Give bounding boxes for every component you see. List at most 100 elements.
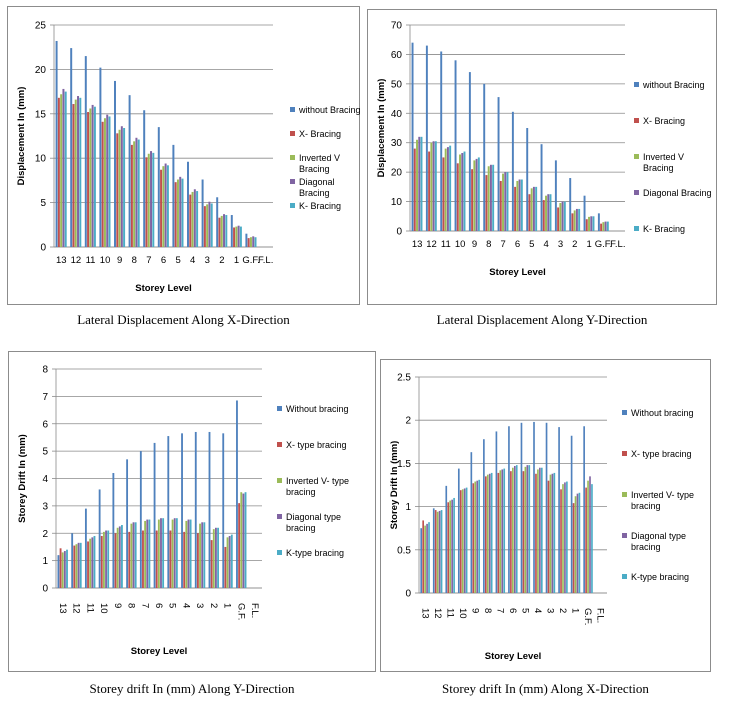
bar-diagonal-bracing-9 (475, 158, 478, 231)
bar-inverted-v-type-bracing-7 (144, 520, 147, 588)
x-tick-label: F.L. (249, 603, 260, 618)
bar-k-type-bracing-7 (148, 519, 151, 588)
x-tick-label: 12 (426, 239, 437, 250)
bar-k-bracing-8 (137, 139, 140, 247)
x-tick-label: 5 (167, 603, 178, 608)
bar-without-bracing-13 (57, 555, 60, 588)
legend-swatch (290, 179, 295, 184)
bar-without-bracing-9 (112, 473, 115, 588)
bar-inverted-v-bracing-2 (220, 215, 223, 247)
bar-x-type-bracing-11 (447, 502, 450, 593)
bar-x-bracing-11 (442, 157, 445, 231)
x-tick-label: 10 (100, 255, 111, 266)
bar-without-bracing-7 (139, 451, 142, 588)
legend-label: X- type bracing (631, 449, 692, 459)
legend-item-x-bracing: X- Bracing (634, 116, 716, 127)
bar-inverted-v-bracing-1 (235, 226, 238, 247)
legend-label: Without bracing (286, 404, 349, 414)
bar-without-bracing-6 (153, 442, 156, 588)
y-axis-title: Displacement In (mm) (16, 87, 27, 186)
x-tick-label: 11 (84, 603, 95, 613)
bar-inverted-v-type-bracing-1 (226, 537, 229, 588)
legend-item-inverted-v-bracing: Inverted V Bracing (634, 152, 716, 174)
legend-label: K-type bracing (286, 548, 345, 558)
y-tick-label: 15 (35, 109, 47, 120)
legend-item-without-bracing: Without bracing (277, 404, 357, 415)
bar-diagonal-type-bracing-12 (438, 510, 441, 593)
x-tick-label: 13 (56, 255, 67, 266)
legend-swatch (634, 190, 639, 195)
bar-k-bracing-g-f (254, 237, 257, 247)
x-tick-label: 9 (112, 603, 123, 608)
bar-inverted-v-type-bracing-1 (574, 496, 577, 593)
bar-inverted-v-bracing-12 (430, 142, 433, 231)
bar-x-bracing-1 (233, 227, 236, 247)
x-tick-label: 13 (412, 239, 423, 250)
bar-diagonal-bracing-13 (418, 136, 421, 231)
bar-k-type-bracing-11 (453, 497, 455, 593)
legend-item-inverted-v-bracing: Inverted V Bracing (290, 153, 362, 175)
legend-item-inverted-v-type-bracing: Inverted V- type bracing (622, 490, 698, 512)
x-tick-label: 6 (161, 255, 166, 266)
bar-without-bracing-5 (172, 144, 175, 247)
bar-k-bracing-3 (563, 201, 566, 231)
bar-diagonal-bracing-5 (179, 176, 182, 247)
bar-without-bracing-1 (230, 215, 233, 247)
bar-k-type-bracing-11 (93, 535, 96, 588)
bar-without-bracing-13 (55, 40, 58, 247)
bar-inverted-v-bracing-g-f (602, 222, 605, 231)
bar-without-bracing-12 (70, 48, 73, 248)
x-tick-label: 5 (520, 608, 531, 613)
bar-k-type-bracing-6 (515, 465, 518, 593)
bar-k-bracing-11 (93, 106, 96, 247)
bar-k-type-bracing-3 (553, 472, 556, 593)
bar-diagonal-type-bracing-g-f (242, 493, 245, 588)
bar-k-bracing-13 (64, 91, 67, 247)
bar-diagonal-type-bracing-2 (564, 482, 566, 593)
bar-k-bracing-8 (492, 164, 495, 231)
bar-k-type-bracing-9 (478, 479, 480, 593)
bar-diagonal-type-bracing-4 (539, 467, 541, 593)
chart-panel-y-drift: 0 1 2 3 4 5 6 7 8 13 12 11 10 9 8 7 6 5 4 3 2 1 G.F. F.L. Storey… (8, 351, 376, 672)
bar-x-bracing-7 (145, 157, 148, 247)
legend-item-diagonal-type-bracing: Diagonal type bracing (622, 531, 698, 553)
y-tick-label: 1 (405, 502, 411, 513)
bar-x-type-bracing-1 (224, 546, 227, 588)
y-tick-label: 0 (396, 227, 402, 238)
bar-x-type-bracing-10 (100, 535, 103, 588)
legend-label: without Bracing (299, 105, 361, 115)
legend-swatch (622, 574, 627, 579)
bar-k-type-bracing-13 (428, 522, 430, 593)
bar-x-type-bracing-2 (560, 489, 562, 593)
legend-item-x-bracing: X- Bracing (290, 129, 362, 140)
x-tick-label: 12 (432, 608, 443, 619)
bar-inverted-v-bracing-10 (459, 154, 461, 231)
bar-without-bracing-8 (126, 459, 129, 588)
bar-k-bracing-5 (181, 178, 184, 247)
bar-inverted-v-type-bracing-9 (116, 527, 119, 588)
bar-k-type-bracing-8 (134, 522, 137, 588)
bar-inverted-v-bracing-4 (545, 195, 547, 231)
x-tick-label: 11 (86, 255, 96, 266)
bar-k-bracing-4 (196, 191, 199, 247)
x-axis-title: Storey Level (135, 283, 192, 294)
bar-k-bracing-g-f (606, 221, 609, 231)
bar-k-type-bracing-g-f (244, 492, 247, 588)
legend-label: Diagonal type bracing (631, 531, 687, 552)
bar-k-bracing-7 (506, 172, 509, 231)
bar-diagonal-bracing-1 (590, 216, 593, 231)
bar-without-bracing-3 (201, 179, 204, 247)
bar-without-bracing-3 (554, 160, 557, 231)
x-axis-title: Storey Level (485, 651, 542, 662)
bar-without-bracing-2 (569, 178, 572, 231)
x-tick-label: 12 (71, 603, 82, 614)
bar-inverted-v-bracing-1 (588, 216, 590, 231)
bar-inverted-v-type-bracing-10 (461, 489, 464, 593)
chart-panel-x-displacement: 0 5 10 15 20 25 13 12 11 10 9 8 7 6 5 4 3 2 1 G.F. F.L. Store… (7, 6, 362, 305)
bar-x-type-bracing-5 (522, 471, 525, 593)
y-tick-label: 20 (35, 65, 47, 76)
bar-inverted-v-type-bracing-8 (486, 474, 489, 593)
legend-label: Inverted V- type bracing (286, 476, 350, 497)
bar-diagonal-bracing-8 (489, 164, 492, 231)
bar-without-bracing-7 (497, 97, 500, 231)
